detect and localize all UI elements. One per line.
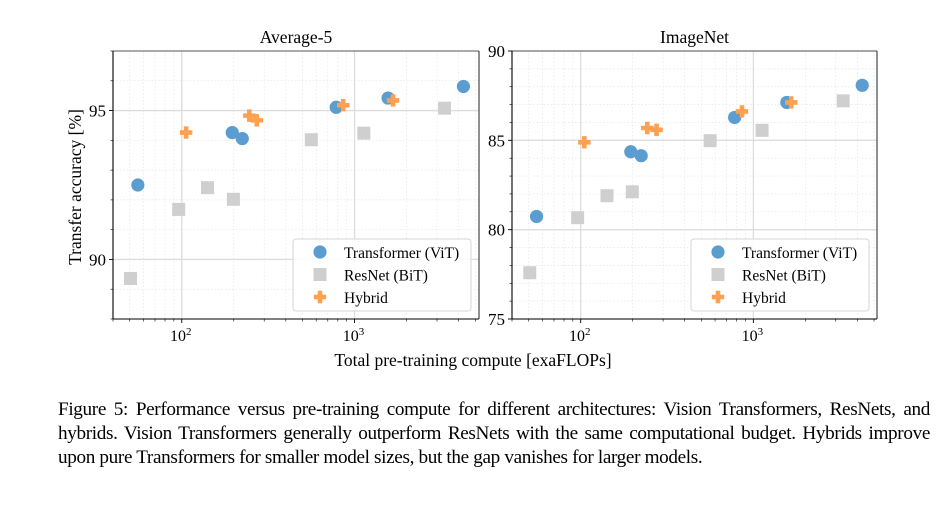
data-point-vit	[235, 131, 249, 146]
series-hybrid	[179, 94, 400, 139]
data-point-bit	[755, 123, 769, 137]
data-point-bit	[123, 272, 137, 286]
data-point-vit	[634, 149, 648, 163]
y-tick-label: 75	[488, 310, 505, 329]
chart-title: Average-5	[260, 27, 333, 47]
y-tick-label: 80	[488, 221, 505, 240]
data-point-hybrid	[336, 98, 350, 112]
legend-hybrid-icon	[313, 290, 327, 304]
data-point-hybrid	[250, 114, 264, 127]
data-point-vit	[225, 125, 239, 140]
data-point-bit	[304, 133, 318, 147]
data-point-vit	[728, 110, 742, 125]
y-tick-label: 90	[488, 42, 505, 61]
series-bit	[123, 101, 452, 286]
data-point-bit	[625, 185, 639, 199]
data-point-bit	[438, 101, 452, 115]
legend-bit-icon	[711, 268, 725, 281]
x-tick-label: 103	[742, 326, 764, 345]
x-axis-label: Total pre-training compute [exaFLOPs]	[334, 350, 611, 370]
legend-hybrid-icon	[711, 290, 725, 304]
data-point-hybrid	[641, 121, 654, 135]
data-point-hybrid	[179, 126, 193, 139]
data-point-hybrid	[785, 96, 798, 109]
y-tick-label: 85	[488, 131, 505, 150]
x-tick-label: 102	[170, 326, 192, 345]
legend-label-bit: ResNet (BiT)	[344, 268, 428, 285]
legend-vit-icon	[313, 245, 327, 259]
x-tick-label: 102	[569, 326, 591, 345]
data-point-bit	[836, 94, 850, 108]
legend-label-hybrid: Hybrid	[742, 290, 786, 307]
series-bit	[523, 94, 850, 280]
data-point-bit	[523, 266, 537, 280]
chart-panel-average-5: 90 95 102 103 Average-5 Transformer (ViT) ResN…	[89, 27, 480, 345]
y-tick-label: 95	[89, 102, 106, 121]
chart-title: ImageNet	[660, 27, 729, 47]
y-axis-label: Transfer accuracy [%]	[65, 109, 85, 265]
data-point-bit	[201, 181, 215, 195]
legend-box	[292, 238, 472, 312]
x-tick-label: 103	[343, 326, 365, 345]
series-hybrid	[578, 96, 798, 149]
data-point-vit	[456, 79, 471, 94]
y-tick-label: 90	[89, 250, 106, 269]
legend-label-hybrid: Hybrid	[344, 290, 388, 307]
legend-label-vit: Transformer (ViT)	[742, 245, 857, 262]
legend-label-vit: Transformer (ViT)	[344, 245, 459, 262]
data-point-hybrid	[650, 123, 663, 136]
data-point-hybrid	[735, 105, 749, 118]
legend-label-bit: ResNet (BiT)	[742, 268, 826, 285]
data-point-vit	[855, 78, 869, 92]
data-point-hybrid	[243, 109, 256, 122]
legend: Transformer (ViT) ResNet (BiT) Hybrid	[292, 238, 472, 312]
data-point-bit	[357, 126, 371, 140]
data-point-bit	[226, 192, 240, 206]
data-point-vit	[624, 145, 638, 159]
chart-panel-imagenet: 75 80 85 90 102 103 ImageNet Transformer (ViT) R…	[488, 27, 878, 345]
data-point-vit	[131, 178, 145, 192]
figure-caption: Figure 5: Performance versus pre-trainin…	[58, 399, 930, 468]
legend-bit-icon	[313, 268, 327, 281]
data-point-bit	[600, 189, 614, 203]
data-point-bit	[703, 134, 717, 148]
data-point-bit	[571, 211, 585, 225]
data-point-vit	[529, 209, 544, 224]
data-point-hybrid	[386, 94, 400, 107]
legend-box	[690, 238, 870, 312]
legend: Transformer (ViT) ResNet (BiT) Hybrid	[690, 238, 870, 312]
legend-vit-icon	[711, 245, 725, 259]
data-point-bit	[172, 202, 186, 216]
data-point-hybrid	[578, 136, 591, 149]
figure: 90 95 102 103 Average-5 Transformer (ViT) ResN…	[65, 27, 878, 370]
